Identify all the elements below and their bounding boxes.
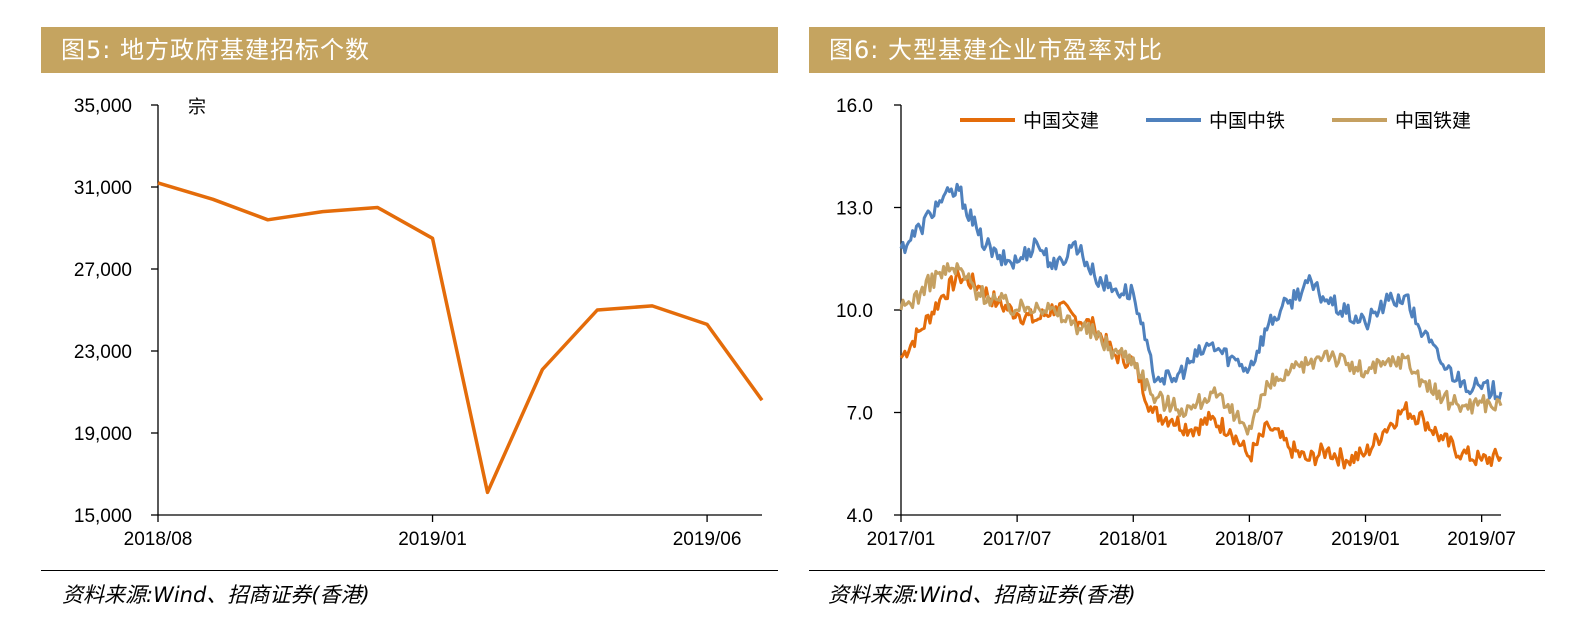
x-tick-label: 2017/01 bbox=[867, 529, 936, 550]
x-tick-label: 2017/07 bbox=[983, 529, 1052, 550]
figure-5-source: 资料来源:Wind、招商证券(香港) bbox=[62, 583, 370, 607]
y-tick-label: 35,000 bbox=[74, 96, 132, 117]
x-tick-label: 2019/01 bbox=[398, 529, 467, 550]
y-tick-label: 10.0 bbox=[836, 301, 873, 322]
figure-6-title: 图6: 大型基建企业市盈率对比 bbox=[809, 27, 1545, 73]
x-tick-label: 2018/08 bbox=[124, 529, 193, 550]
series-line-1 bbox=[899, 268, 1503, 470]
legend-label: 中国交建 bbox=[1023, 110, 1099, 132]
x-tick-label: 2018/07 bbox=[1215, 529, 1284, 550]
figure-5-divider bbox=[41, 570, 778, 571]
series-line-3 bbox=[899, 262, 1503, 436]
figure-5-title: 图5: 地方政府基建招标个数 bbox=[41, 27, 778, 73]
x-tick-label: 2018/01 bbox=[1099, 529, 1168, 550]
y-tick-label: 27,000 bbox=[74, 260, 132, 281]
figure-6-panel: 图6: 大型基建企业市盈率对比 4.0 7.0 10.0 13.0 16.0 2017/0… bbox=[808, 0, 1587, 623]
y-tick-label: 16.0 bbox=[836, 96, 873, 117]
legend-label: 中国中铁 bbox=[1209, 110, 1285, 132]
figure-6-chart: 4.0 7.0 10.0 13.0 16.0 2017/01 2017/07 2018/01 2… bbox=[836, 96, 1516, 550]
figure-6-divider bbox=[809, 570, 1545, 571]
figure-6-source: 资料来源:Wind、招商证券(香港) bbox=[828, 583, 1136, 607]
series-line-tender-count bbox=[157, 181, 764, 495]
y-tick-label: 15,000 bbox=[74, 506, 132, 527]
y-tick-label: 4.0 bbox=[847, 506, 873, 527]
y-tick-label: 23,000 bbox=[74, 342, 132, 363]
figure-5-chart: 15,000 19,000 23,000 27,000 31,000 35,000 2018… bbox=[74, 96, 764, 550]
y-tick-label: 31,000 bbox=[74, 178, 132, 199]
x-tick-label: 2019/01 bbox=[1331, 529, 1400, 550]
y-tick-label: 7.0 bbox=[847, 404, 873, 425]
x-tick-label: 2019/06 bbox=[673, 529, 742, 550]
series-line-2 bbox=[899, 182, 1503, 402]
legend-label: 中国铁建 bbox=[1395, 110, 1471, 132]
y-tick-label: 13.0 bbox=[836, 199, 873, 220]
y-tick-label: 19,000 bbox=[74, 424, 132, 445]
figure-5-panel: 图5: 地方政府基建招标个数 15,000 19,000 23,000 27,000 3… bbox=[41, 27, 778, 607]
x-tick-label: 2019/07 bbox=[1447, 529, 1516, 550]
unit-label: 宗 bbox=[188, 97, 206, 118]
